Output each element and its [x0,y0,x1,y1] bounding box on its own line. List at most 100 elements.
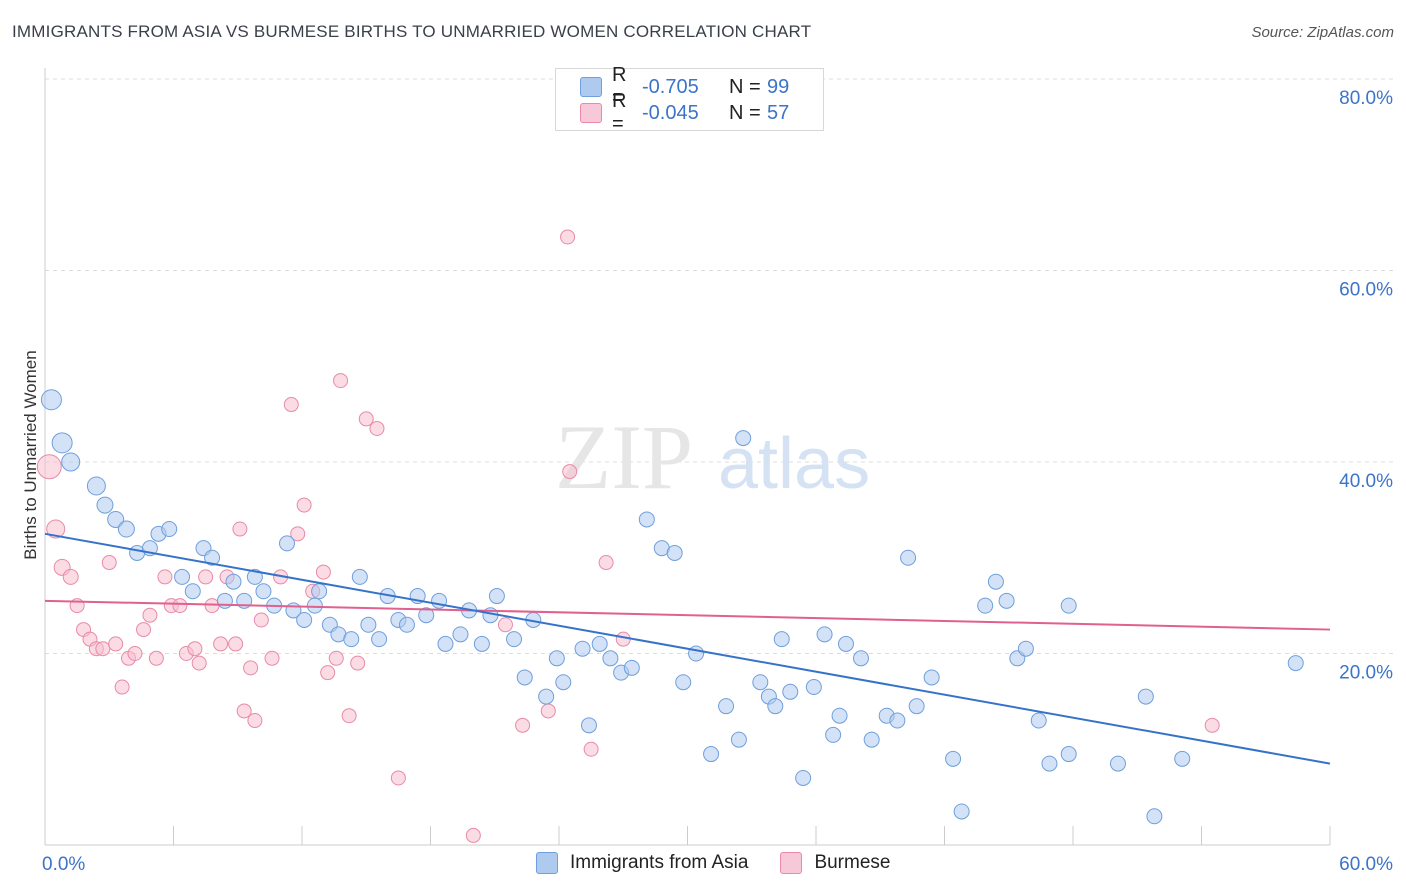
asia-point [580,717,597,734]
legend-n-label: N = [729,101,761,124]
asia-point [255,583,272,600]
asia-point [371,631,388,648]
asia-point [688,645,705,662]
asia-point [51,432,73,454]
asia-point [360,616,377,633]
burmese-point [315,564,331,580]
asia-point [96,496,114,514]
asia-point [437,635,454,652]
burmese-point [350,655,366,671]
y-tick-label: 80.0% [1339,88,1393,109]
asia-point [623,659,640,676]
asia-point [452,626,469,643]
asia-point [945,750,962,767]
burmese-point [341,708,357,724]
trend-lines [44,532,1331,765]
asia-point [1109,755,1126,772]
asia-trend-line [44,532,1331,765]
burmese-point [213,636,229,652]
legend-n-value: 99 [767,75,790,98]
legend-r-value: -0.045 [642,101,699,124]
y-tick-label: 60.0% [1339,280,1393,301]
burmese-point [390,770,406,786]
asia-point [666,544,683,561]
asia-point [473,635,490,652]
asia-point [516,669,533,686]
burmese-point [142,607,158,623]
x-tick-label: 0.0% [42,854,85,875]
asia-point [735,430,752,447]
burmese-point [108,636,124,652]
asia-point [816,626,833,643]
asia-point [863,731,880,748]
legend-r-label: R = [612,64,627,109]
burmese-point [228,636,244,652]
asia-point [398,616,415,633]
asia-point [591,635,608,652]
asia-point [306,597,323,614]
asia-point [538,688,555,705]
asia-point [730,731,747,748]
burmese-point [615,631,631,647]
legend-n-value: 57 [767,101,790,124]
burmese-point [232,521,248,537]
asia-point [225,573,242,590]
burmese-point [264,650,280,666]
burmese-point [562,464,578,480]
burmese-point [46,519,66,539]
asia-point [506,631,523,648]
asia-point [418,607,435,624]
asia-point [987,573,1004,590]
burmese-point [320,665,336,681]
immigrants-asia-points [40,389,1304,825]
asia-point [900,549,917,566]
asia-point [718,698,735,715]
burmese-point [369,420,385,436]
asia-point [246,568,263,585]
burmese-point [95,641,111,657]
correlation-legend: R = -0.705 N = 99 R = -0.045 N = 57 [555,64,824,135]
asia-point [117,520,135,538]
asia-point [204,549,221,566]
asia-point [889,712,906,729]
series-swatch-asia [536,852,558,874]
source-label: Source: ZipAtlas.com [1251,24,1394,41]
burmese-point [253,612,269,628]
y-tick-labels: 80.0% 60.0% 40.0% 20.0% [1339,88,1393,684]
series-legend-label: Burmese [814,852,891,873]
asia-point [752,674,769,691]
asia-point [548,650,565,667]
asia-point [488,588,505,605]
chart-title: IMMIGRANTS FROM ASIA VS BURMESE BIRTHS T… [12,22,812,41]
burmese-point [101,555,117,571]
asia-point [161,521,178,538]
burmese-point [136,622,152,638]
x-tick-labels: 0.0% 60.0% [42,854,1393,875]
asia-point [675,674,692,691]
series-legend-label: Immigrants from Asia [570,852,749,873]
burmese-point [62,568,79,585]
burmese-point [247,713,263,729]
burmese-point [497,617,513,633]
legend-row-asia: R = -0.705 N = 99 [580,64,790,109]
burmese-point [198,569,214,585]
asia-point [953,803,970,820]
asia-point [805,679,822,696]
burmese-point [333,373,349,389]
burmese-point [1204,717,1220,733]
asia-point [351,568,368,585]
burmese-point [583,741,599,757]
asia-point [343,631,360,648]
asia-point [574,640,591,657]
burmese-point [540,703,556,719]
asia-point [1017,640,1034,657]
burmese-point [36,454,62,480]
asia-point [602,650,619,667]
burmese-point [172,598,188,614]
burmese-point [191,655,207,671]
asia-point [40,389,62,411]
burmese-point [157,569,173,585]
asia-point [555,674,572,691]
burmese-point [243,660,259,676]
